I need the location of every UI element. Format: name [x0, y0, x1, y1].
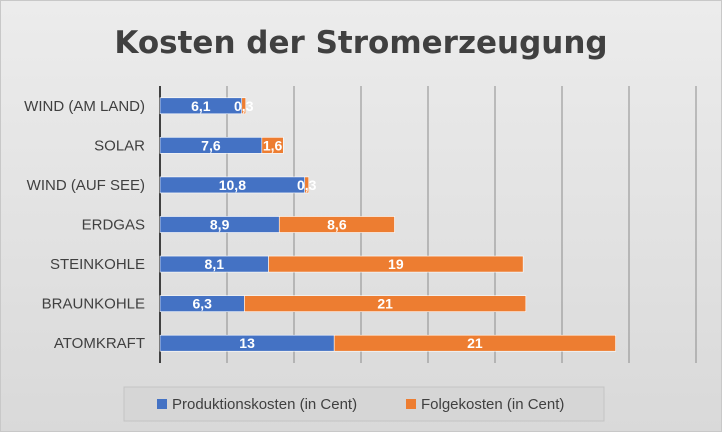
bar-folgekosten: [241, 97, 247, 115]
legend-box: [123, 386, 605, 422]
data-label: 10,8: [219, 177, 246, 193]
category-label: ATOMKRAFT: [54, 335, 145, 352]
legend-swatch-produktionskosten: [157, 399, 167, 409]
category-label: BRAUNKOHLE: [42, 296, 145, 313]
data-label: 13: [239, 335, 255, 351]
category-label: STEINKOHLE: [50, 256, 145, 273]
legend: Produktionskosten (in Cent) Folgekosten …: [123, 386, 605, 422]
category-label: WIND (AM LAND): [24, 98, 145, 115]
category-label: WIND (AUF SEE): [27, 177, 145, 194]
data-label: 1,6: [263, 137, 283, 153]
data-label: 8,9: [210, 217, 230, 233]
data-label: 21: [377, 296, 393, 312]
data-label: 6,3: [192, 296, 212, 312]
data-label: 6,1: [191, 98, 211, 114]
category-labels: WIND (AM LAND) SOLAR WIND (AUF SEE) ERDGAS S…: [24, 98, 145, 352]
data-label: 7,6: [201, 137, 221, 153]
category-label: ERDGAS: [82, 217, 145, 234]
data-label: 0,3: [234, 98, 254, 114]
bar-folgekosten: [244, 295, 527, 312]
chart-title: Kosten der Stromerzeugung: [114, 25, 607, 61]
legend-swatch-folgekosten: [406, 399, 416, 409]
category-label: SOLAR: [94, 137, 145, 154]
bar-folgekosten: [333, 334, 616, 352]
bar-folgekosten: [268, 255, 524, 273]
data-label: 8,6: [327, 217, 347, 233]
legend-label-folgekosten: Folgekosten (in Cent): [421, 396, 564, 413]
bars: 6,1 0,3 7,6 1,6 10,8 0,3 8,9 8,6 8,1 19 6,3 21 13 21: [159, 97, 616, 352]
bar-folgekosten: [278, 216, 395, 233]
bar-folgekosten: [261, 137, 284, 154]
data-label: 8,1: [205, 256, 225, 272]
bar-folgekosten: [304, 176, 310, 194]
data-label: 0,3: [297, 177, 317, 193]
data-label: 19: [388, 256, 404, 272]
legend-label-produktionskosten: Produktionskosten (in Cent): [172, 396, 357, 413]
data-label: 21: [467, 335, 483, 351]
